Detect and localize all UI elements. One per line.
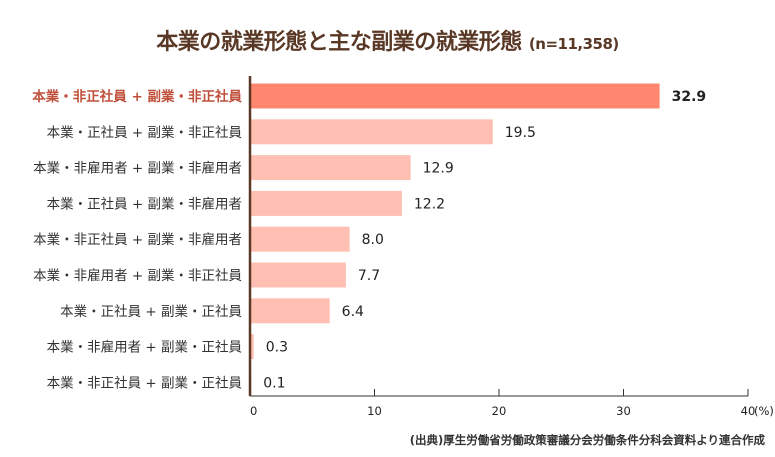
- x-unit-label: (%): [754, 404, 774, 418]
- category-label: 本業・正社員 + 副業・非雇用者: [47, 195, 242, 212]
- x-tick-label: 0: [250, 404, 257, 418]
- category-label: 本業・正社員 + 副業・正社員: [60, 304, 242, 320]
- data-label: 12.9: [423, 161, 454, 177]
- category-label: 本業・非雇用者 + 副業・非雇用者: [33, 160, 242, 177]
- title-text: 本業の就業形態と主な副業の就業形態: [156, 30, 522, 55]
- data-label: 7.7: [358, 268, 380, 284]
- data-label: 32.9: [672, 89, 707, 105]
- bar: [250, 83, 660, 109]
- data-label: 19.5: [505, 125, 536, 141]
- bar: [250, 298, 330, 324]
- data-label: 0.1: [263, 375, 285, 391]
- data-label: 0.3: [266, 340, 288, 356]
- category-label: 本業・非正社員 + 副業・正社員: [47, 375, 242, 391]
- x-tick-label: 20: [492, 404, 507, 418]
- chart-title: 本業の就業形態と主な副業の就業形態 (n=11,358): [0, 24, 775, 56]
- data-label: 12.2: [414, 196, 445, 212]
- bar: [250, 155, 411, 181]
- category-label: 本業・非雇用者 + 副業・非正社員: [33, 267, 242, 284]
- data-label: 6.4: [342, 304, 364, 320]
- bar: [250, 334, 254, 360]
- bar: [250, 119, 493, 145]
- bar: [250, 190, 402, 216]
- source-note: (出典)厚生労働省労働政策審議分会労働条件分科会資料より連合作成: [409, 433, 765, 447]
- category-label: 本業・正社員 + 副業・非正社員: [47, 125, 242, 141]
- category-label: 本業・非雇用者 + 副業・正社員: [47, 339, 242, 356]
- x-tick-label: 30: [616, 404, 631, 418]
- bar: [250, 226, 350, 252]
- category-label: 本業・非正社員 + 副業・非正社員: [32, 88, 242, 105]
- bar: [250, 262, 346, 288]
- x-tick-label: 40: [741, 404, 756, 418]
- x-tick-label: 10: [367, 404, 382, 418]
- data-label: 8.0: [362, 232, 384, 248]
- sample-size: (n=11,358): [528, 35, 619, 53]
- category-label: 本業・非正社員 + 副業・非雇用者: [33, 231, 242, 248]
